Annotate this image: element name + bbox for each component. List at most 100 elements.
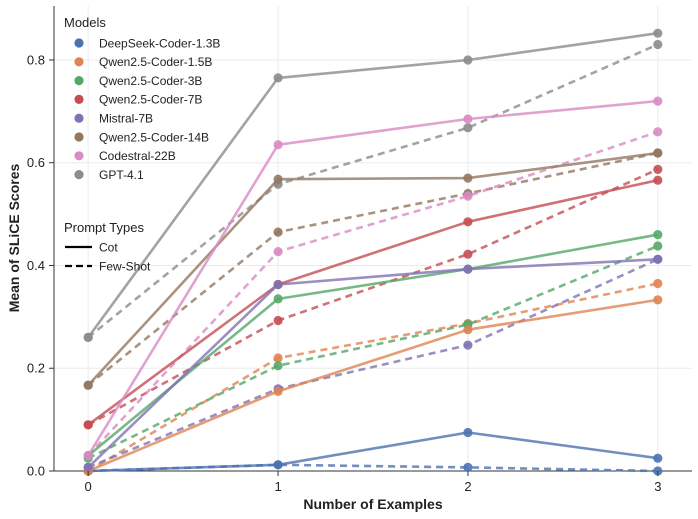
legend-label: Qwen2.5-Coder-14B xyxy=(99,130,209,144)
legend-label: Cot xyxy=(99,240,118,254)
legend-marker xyxy=(74,132,84,142)
data-point xyxy=(83,380,93,390)
y-tick-label: 0.4 xyxy=(27,258,45,273)
data-point xyxy=(653,96,663,106)
series-qwen2-5-coder-1-5b-cot xyxy=(83,295,663,476)
data-point xyxy=(463,123,473,133)
x-tick-label: 0 xyxy=(85,479,92,494)
data-point xyxy=(653,175,663,185)
y-tick-label: 0.6 xyxy=(27,155,45,170)
data-point xyxy=(653,278,663,289)
legend-prompt-types: Prompt Types Cot Few-Shot xyxy=(64,220,151,273)
series-line xyxy=(87,282,659,473)
legend-item-prompt: Few-Shot xyxy=(65,259,151,273)
data-point xyxy=(83,462,93,472)
data-point xyxy=(653,28,663,38)
data-point xyxy=(273,174,283,184)
series-line xyxy=(87,99,658,457)
data-point xyxy=(653,295,663,305)
data-point xyxy=(273,386,283,396)
legend-label: Codestral-22B xyxy=(99,149,176,163)
series-line xyxy=(88,431,658,473)
y-tick-label: 0.0 xyxy=(27,464,45,479)
legend-label: Qwen2.5-Coder-1.5B xyxy=(99,55,212,69)
legend-item: Qwen2.5-Coder-1.5B xyxy=(74,55,212,69)
y-tick-label: 0.2 xyxy=(27,361,45,376)
legend-label: Mistral-7B xyxy=(99,112,153,126)
y-tick-label: 0.8 xyxy=(27,52,45,67)
x-tick-label: 1 xyxy=(274,479,281,494)
data-point xyxy=(463,249,473,259)
series-qwen2-5-coder-14b-cot xyxy=(83,148,663,390)
series-line xyxy=(87,258,658,469)
legend-marker xyxy=(74,113,84,123)
legend-label: GPT-4.1 xyxy=(99,168,144,182)
series-line xyxy=(87,258,659,469)
data-point xyxy=(463,340,473,350)
axes xyxy=(53,6,692,472)
legend-marker xyxy=(74,76,84,86)
series-qwen2-5-coder-14b-few-shot xyxy=(83,148,663,390)
data-point xyxy=(273,460,283,470)
legend-marker xyxy=(74,57,84,67)
legend-label: DeepSeek-Coder-1.3B xyxy=(99,36,220,50)
series-line xyxy=(87,168,659,426)
data-point xyxy=(653,241,663,251)
data-point xyxy=(273,353,283,363)
data-point xyxy=(463,173,473,183)
data-point xyxy=(273,140,283,150)
series-line xyxy=(87,151,659,387)
series-qwen2-5-coder-3b-few-shot xyxy=(83,241,663,463)
series-deepseek-coder-1-3b-cot xyxy=(83,427,663,476)
legend-item: Qwen2.5-Coder-7B xyxy=(74,93,202,107)
series-line xyxy=(87,178,659,426)
series-line xyxy=(87,244,659,460)
legend-item: GPT-4.1 xyxy=(74,168,144,182)
data-point xyxy=(653,39,663,50)
legend-item: Codestral-22B xyxy=(74,149,176,163)
x-tick-label: 2 xyxy=(464,479,471,494)
legend-label: Qwen2.5-Coder-3B xyxy=(99,74,202,88)
data-point xyxy=(653,254,663,264)
legend-label: Few-Shot xyxy=(99,259,151,273)
x-tick-label: 3 xyxy=(654,479,661,494)
data-point xyxy=(273,361,283,371)
data-point xyxy=(273,294,283,304)
series-line xyxy=(87,151,658,387)
legend-prompt-title: Prompt Types xyxy=(64,220,144,235)
legend-item-prompt: Cot xyxy=(65,240,118,254)
x-axis-title: Number of Examples xyxy=(303,496,442,512)
data-point xyxy=(273,247,283,257)
series-line xyxy=(87,43,659,339)
legend-item: DeepSeek-Coder-1.3B xyxy=(74,36,220,50)
data-point xyxy=(273,315,283,326)
data-point xyxy=(653,164,663,174)
legend-marker xyxy=(74,38,84,48)
legend-item: Qwen2.5-Coder-14B xyxy=(74,130,209,144)
legend-marker xyxy=(74,170,84,180)
legend-item: Qwen2.5-Coder-3B xyxy=(74,74,202,88)
data-point xyxy=(463,114,473,124)
series-codestral-22b-few-shot xyxy=(83,127,663,461)
data-point xyxy=(463,264,473,274)
data-point xyxy=(83,332,93,342)
data-point xyxy=(273,73,283,83)
series-line xyxy=(87,31,658,339)
series-mistral-7b-cot xyxy=(83,254,663,472)
series-gpt-4-1-cot xyxy=(83,28,663,342)
legend-label: Qwen2.5-Coder-7B xyxy=(99,93,202,107)
series-lines xyxy=(83,28,663,476)
data-point xyxy=(653,453,663,463)
legend-models: Models DeepSeek-Coder-1.3B Qwen2.5-Coder-… xyxy=(64,15,220,182)
data-point xyxy=(463,462,473,472)
data-point xyxy=(273,279,283,290)
y-axis-title: Mean of SLiCE Scores xyxy=(6,163,22,312)
data-point xyxy=(463,427,473,438)
tick-labels: 0 1 2 3 0.0 0.2 0.4 0.6 0.8 xyxy=(27,52,662,494)
data-point xyxy=(463,325,473,335)
data-point xyxy=(653,230,663,240)
data-point xyxy=(83,451,93,461)
data-point xyxy=(463,191,473,201)
data-point xyxy=(463,55,473,65)
legend-item: Mistral-7B xyxy=(74,112,153,126)
